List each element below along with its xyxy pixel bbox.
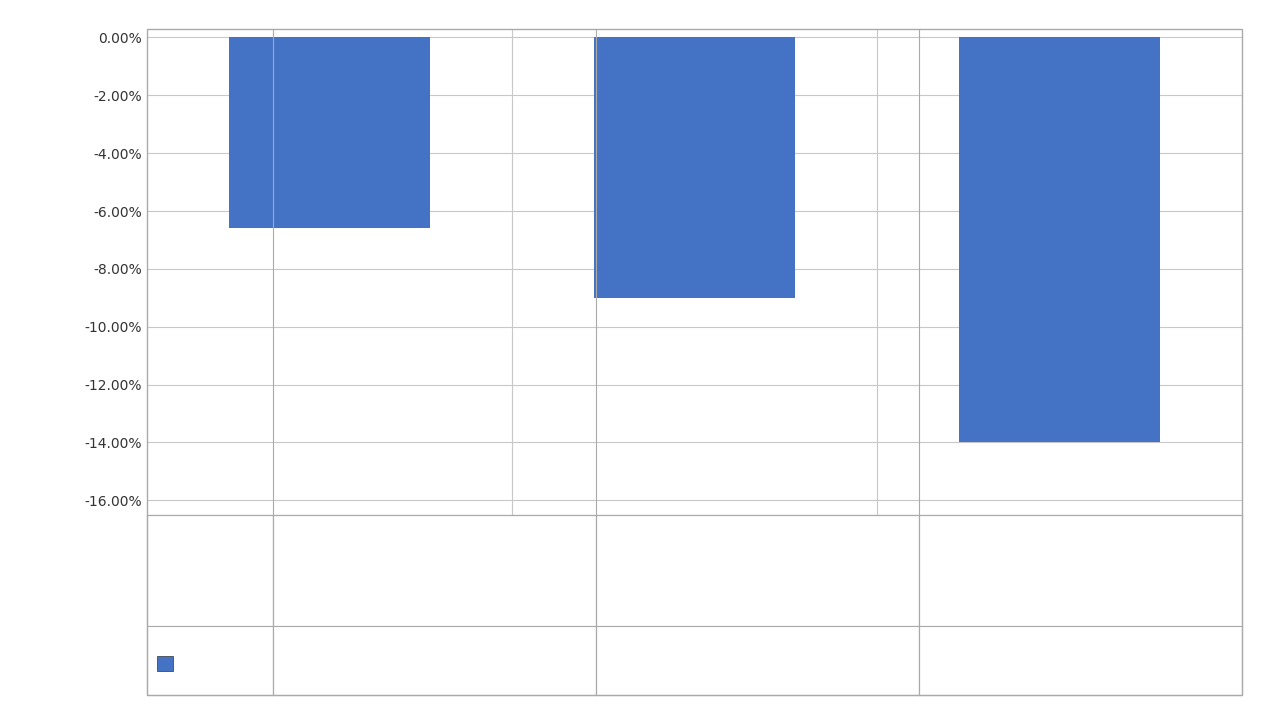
- Bar: [594, 37, 795, 298]
- Bar: [959, 37, 1160, 443]
- Text: U.S - Case Shiller National Housing Price Index -
From Dec 2007: U.S - Case Shiller National Housing Pric…: [293, 557, 576, 585]
- Text: Victoria - From January 1st 2020 to September
30th: Victoria - From January 1st 2020 to Sept…: [942, 557, 1217, 585]
- Text: -6.59%: -6.59%: [411, 654, 458, 667]
- Text: -14%: -14%: [1064, 654, 1097, 667]
- Text: -9%: -9%: [745, 654, 771, 667]
- Text: Housing Prices: Housing Prices: [179, 654, 271, 667]
- Text: New South Wales - From January 1st 2020 to
September 30th: New South Wales - From January 1st 2020 …: [626, 557, 888, 585]
- Bar: [229, 37, 430, 228]
